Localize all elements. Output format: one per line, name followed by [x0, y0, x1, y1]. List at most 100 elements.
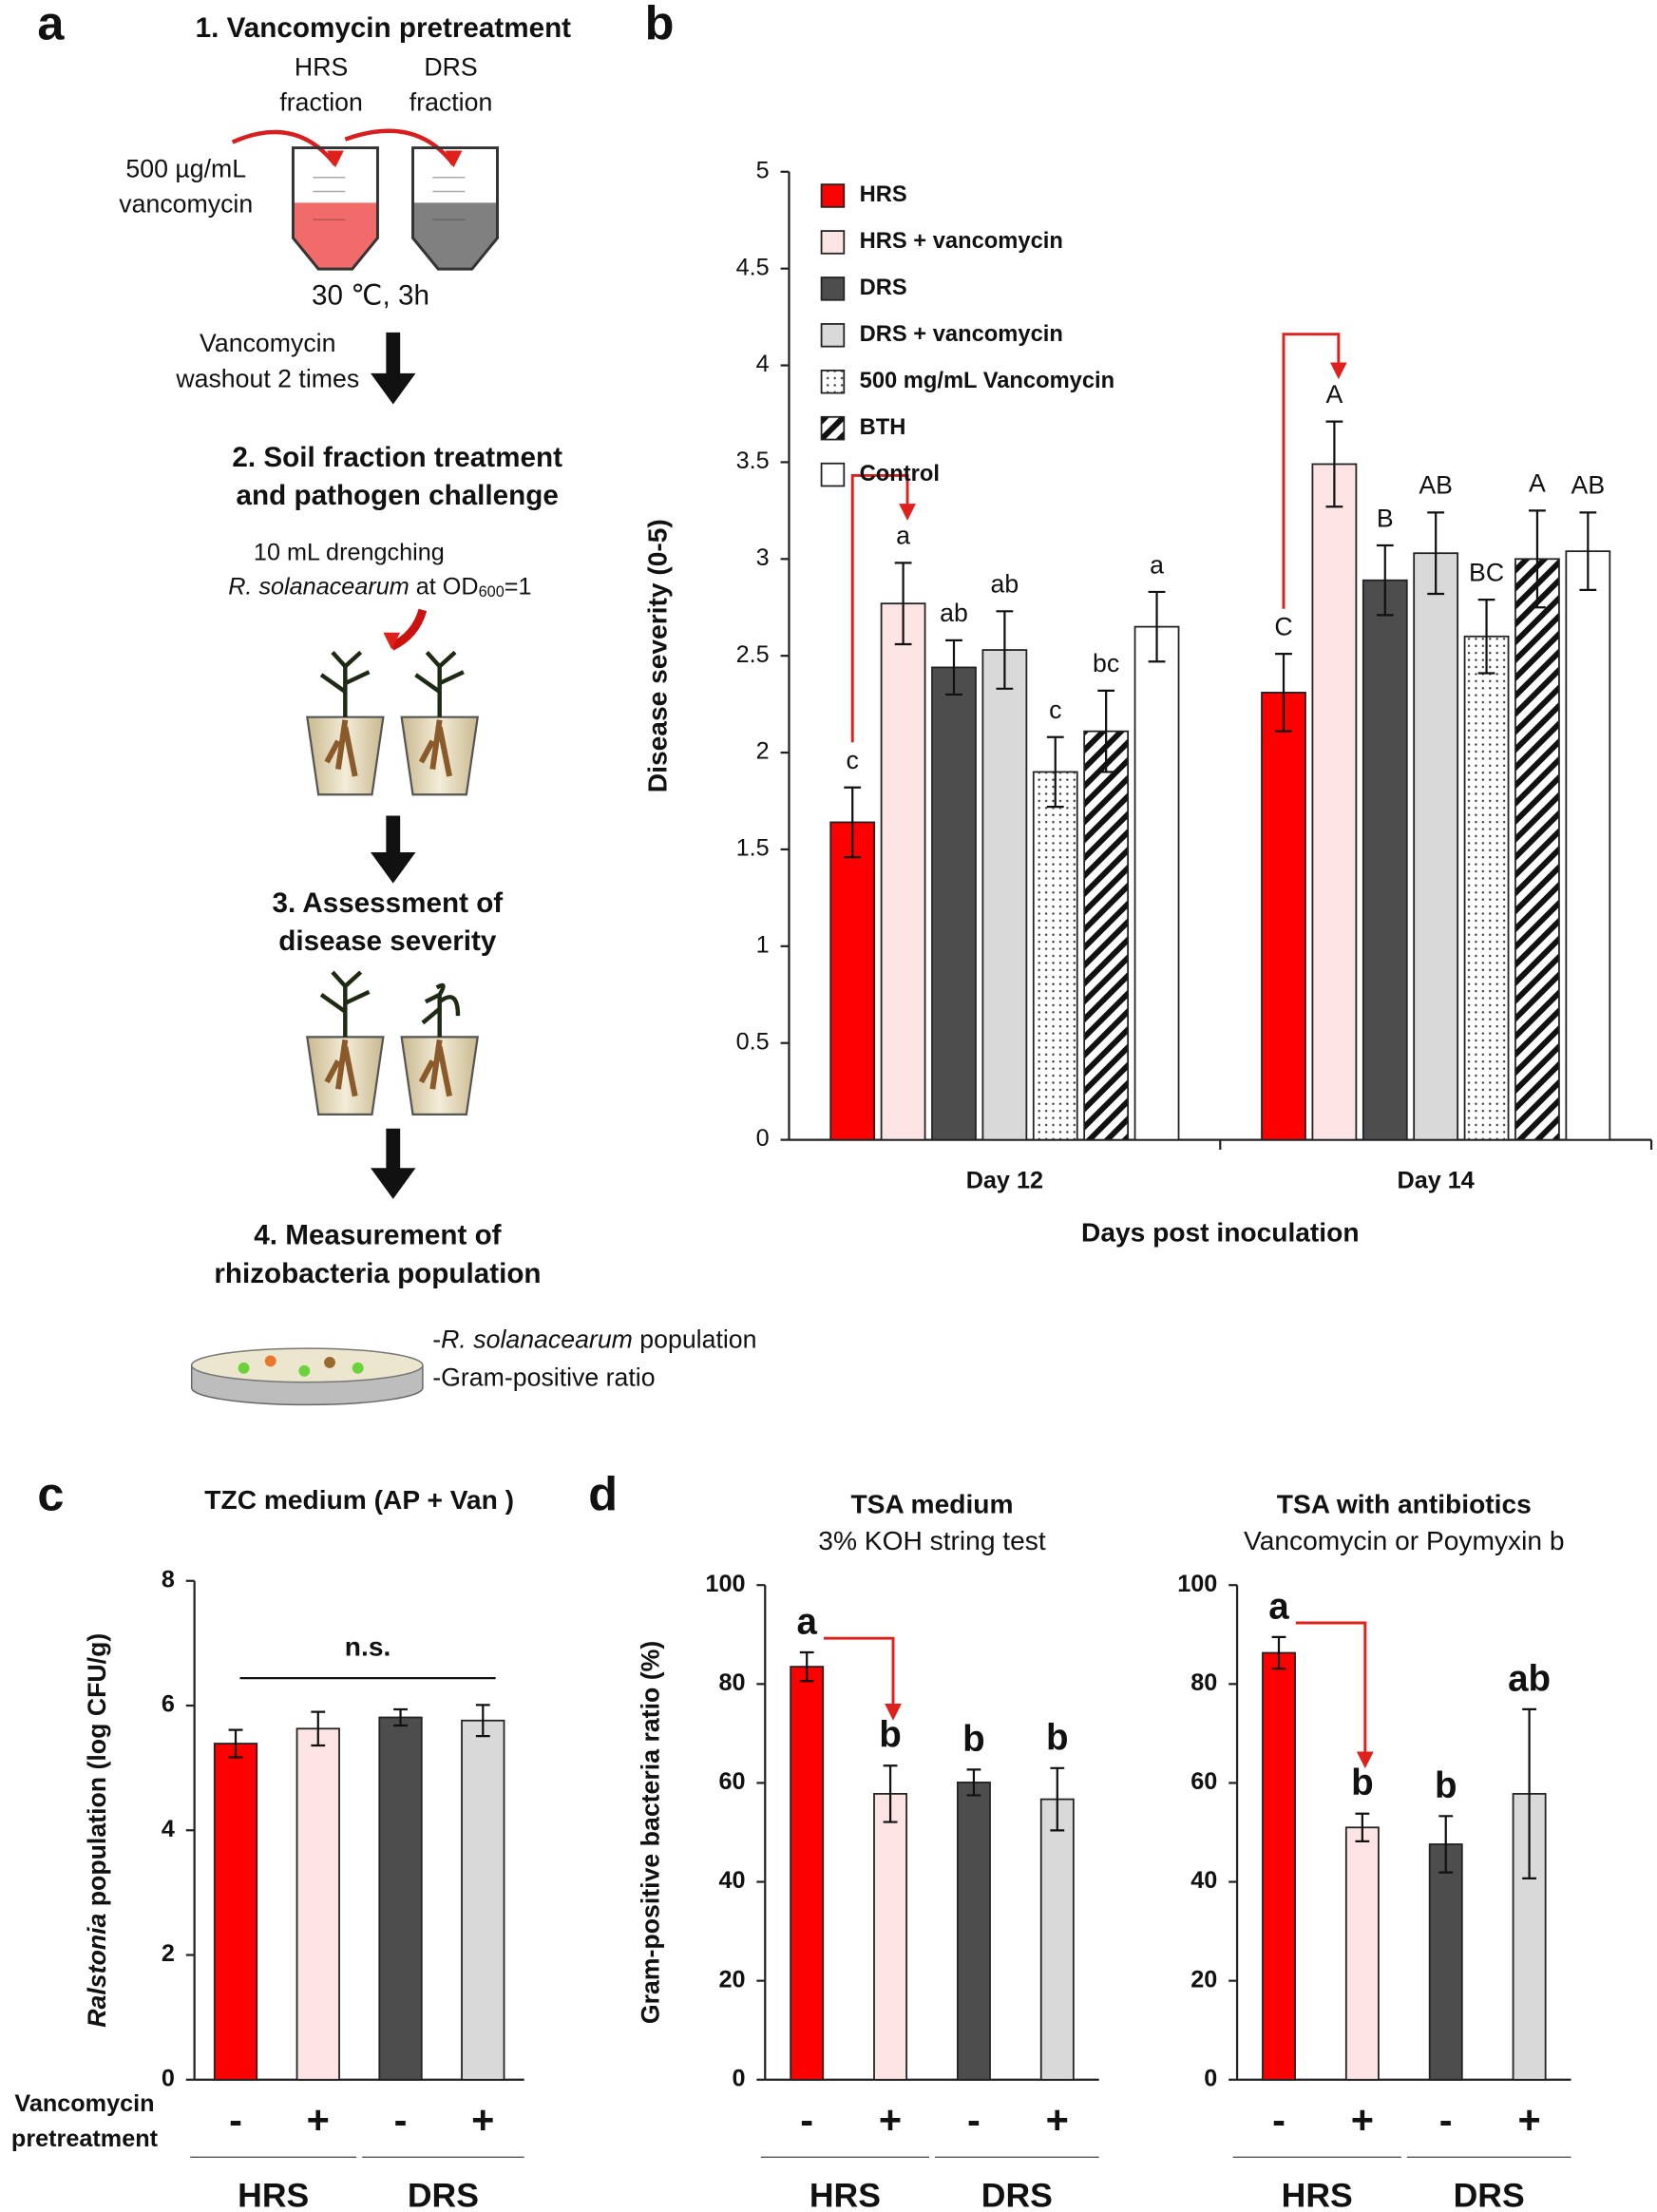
x-tick-label: + [1351, 2098, 1374, 2143]
y-tick-label: 2 [162, 1940, 175, 1967]
bar [1261, 692, 1306, 1141]
error-bar [1427, 511, 1445, 596]
significance-letter: AB [1571, 471, 1606, 500]
significance-letter: a [1150, 550, 1164, 579]
x-tick-label: + [1046, 2098, 1069, 2143]
y-axis-title-part: population (log CFU/g) [83, 1633, 111, 1914]
group-label: HRS [1282, 2177, 1353, 2212]
tube-label: HRS [295, 53, 348, 82]
error-bar [1477, 598, 1495, 675]
drench-label: 10 mL drengching [254, 539, 445, 565]
bar [213, 1743, 258, 2081]
bar [1362, 579, 1408, 1141]
significance-letter: BC [1469, 558, 1504, 586]
y-tick-label: 2 [756, 738, 770, 765]
x-tick-label: + [307, 2098, 330, 2143]
legend-swatch [820, 369, 846, 394]
red-arrow [231, 129, 344, 168]
significance-letter: b [1351, 1763, 1374, 1803]
comparison-arrow [1282, 333, 1347, 609]
y-axis-title-part: Ralstonia [83, 1914, 111, 2028]
significance-letter: a [1268, 1586, 1289, 1627]
y-tick-label: 3.5 [736, 448, 770, 474]
significance-letter: c [847, 746, 859, 774]
y-tick-label: 20 [718, 1966, 745, 1993]
bar [461, 1719, 505, 2081]
plants [306, 970, 480, 1116]
tube [411, 146, 499, 271]
group-label: HRS [809, 2177, 881, 2212]
significance-letter: ab [1508, 1658, 1551, 1699]
y-tick-label: 20 [1190, 1966, 1217, 1993]
error-bar [894, 562, 912, 646]
panel-label: d [588, 1467, 618, 1521]
bar [956, 1782, 991, 2081]
step-title: disease severity [278, 925, 497, 957]
error-bar [393, 1707, 408, 1727]
x-tick-label: + [879, 2098, 902, 2143]
step-title: 4. Measurement of [254, 1220, 501, 1251]
row-label: pretreatment [11, 2126, 159, 2152]
significance-letter: C [1274, 612, 1292, 640]
significance-letter: AB [1419, 471, 1453, 500]
readout-label: -Gram-positive ratio [432, 1363, 655, 1392]
step-title: rhizobacteria population [214, 1258, 541, 1289]
x-tick-label: - [1439, 2098, 1453, 2143]
chart-subtitle: 3% KOH string test [818, 1525, 1046, 1555]
inoculum-label: R. solanacearum at OD600=1 [228, 573, 531, 601]
species-name: R. solanacearum [228, 573, 409, 600]
legend-label: DRS + vancomycin [860, 322, 1063, 347]
legend-label: HRS [860, 182, 907, 207]
bar [295, 1727, 340, 2081]
petri-dish [190, 1347, 424, 1406]
significance-letter: ab [940, 599, 968, 627]
panel-label: c [37, 1467, 64, 1521]
step-title: and pathogen challenge [237, 480, 559, 511]
error-bar [1097, 689, 1115, 773]
bar [880, 602, 926, 1141]
error-bar [966, 1768, 981, 1797]
significance-letter: bc [1093, 649, 1119, 677]
legend-label: 500 mg/mL Vancomycin [860, 369, 1115, 393]
readout-label: -R. solanacearum population [432, 1325, 756, 1354]
legend-label: HRS + vancomycin [860, 229, 1063, 254]
bar [1262, 1651, 1296, 2081]
washout-label: Vancomycin [200, 329, 335, 357]
y-tick-label: 40 [1190, 1867, 1217, 1894]
bar [1428, 1843, 1463, 2081]
y-tick-label: 4.5 [736, 254, 770, 280]
error-bar [1376, 543, 1394, 617]
x-tick-label: - [800, 2098, 813, 2143]
species-name: R. solanacearum [441, 1325, 633, 1354]
incubation-label: 30 ℃, 3h [312, 280, 429, 312]
subscript: 600 [479, 584, 505, 601]
y-tick-label: 2.5 [736, 641, 770, 668]
bar [1311, 463, 1358, 1141]
significance-letter: b [1435, 1765, 1457, 1806]
x-tick-label: - [1272, 2098, 1286, 2143]
red-arrow [383, 608, 428, 651]
workflow-diagram: 1. Vancomycin pretreatment HRS fraction … [119, 12, 756, 1406]
error-bar [945, 639, 962, 696]
x-tick-label: + [1517, 2098, 1540, 2143]
y-tick-label: 5 [756, 157, 770, 183]
group-label: DRS [1454, 2177, 1525, 2212]
significance-letter: ab [991, 570, 1019, 599]
bar [1514, 558, 1560, 1141]
text: population [633, 1325, 757, 1354]
error-bar [1529, 509, 1546, 609]
bar [829, 821, 876, 1141]
flow-arrow [371, 1128, 416, 1199]
y-tick-label: 4 [756, 351, 770, 377]
error-bar [1438, 1815, 1454, 1874]
bar [1565, 550, 1611, 1141]
text: - [432, 1325, 441, 1354]
error-bar [1046, 735, 1064, 809]
legend-swatch [820, 183, 846, 208]
x-tick-label: + [471, 2098, 494, 2143]
chart-subtitle: Vancomycin or Poymyxin b [1244, 1525, 1564, 1555]
error-bar [1271, 1635, 1286, 1670]
bar [1083, 730, 1130, 1141]
y-tick-label: 1.5 [736, 835, 770, 862]
flow-arrow [371, 815, 416, 884]
